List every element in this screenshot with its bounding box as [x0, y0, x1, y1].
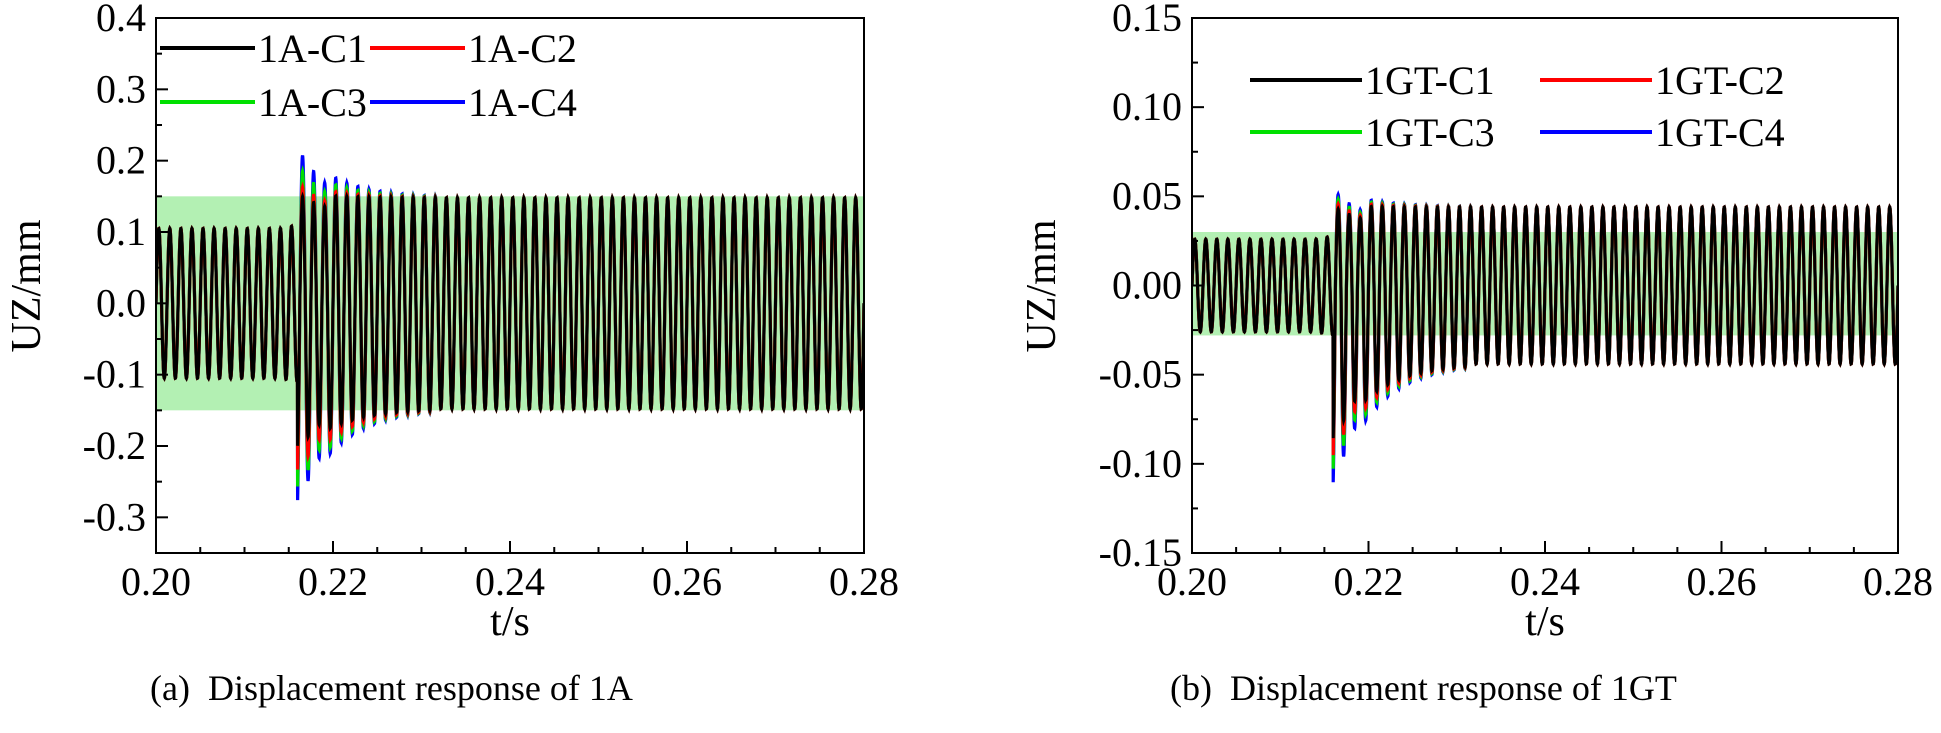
- panel-a: 0.4 0.3 0.2 0.1 0.0 -0.1 -0.2 -0.3 0.20 0.22 0.24…: [4, 0, 899, 708]
- y-axis-title-a: UZ/mm: [4, 219, 50, 352]
- y-tick-label: 0.15: [1112, 0, 1182, 40]
- legend-label: 1A-C1: [258, 26, 367, 71]
- x-tick-label: 0.24: [475, 559, 545, 604]
- y-tick-label: 0.3: [96, 66, 146, 111]
- series-line-1GT-C1: [1192, 202, 1898, 439]
- legend-entry: 1A-C4: [370, 80, 577, 125]
- panel-b: 0.15 0.10 0.05 0.00 -0.05 -0.10 -0.15 0.20 0.22…: [1019, 0, 1933, 708]
- x-tick-label: 0.28: [1863, 559, 1933, 604]
- x-tick-label: 0.20: [1157, 559, 1227, 604]
- legend-label: 1A-C4: [468, 80, 577, 125]
- x-tick-label: 0.24: [1510, 559, 1580, 604]
- y-tick-label: -0.3: [83, 494, 146, 539]
- x-axis-title-a: t/s: [490, 599, 530, 645]
- y-tick-label: 0.2: [96, 138, 146, 183]
- legend-b: 1GT-C1 1GT-C2 1GT-C3 1GT-C4: [1250, 58, 1785, 155]
- y-tick-label: 0.4: [96, 0, 146, 40]
- y-tick-label: -0.1: [83, 352, 146, 397]
- legend-entry: 1A-C1: [160, 26, 367, 71]
- y-tick-label: -0.05: [1099, 352, 1182, 397]
- y-ticks-b: 0.15 0.10 0.05 0.00 -0.05 -0.10 -0.15: [1099, 0, 1204, 575]
- legend-entry: 1GT-C1: [1250, 58, 1495, 103]
- x-ticks-a: 0.20 0.22 0.24 0.26 0.28: [121, 541, 899, 604]
- series-line-1A-C1: [156, 191, 864, 446]
- y-tick-label: 0.0: [96, 280, 146, 325]
- caption-b: (b) Displacement response of 1GT: [1170, 668, 1677, 708]
- x-tick-label: 0.28: [829, 559, 899, 604]
- legend-label: 1GT-C2: [1655, 58, 1785, 103]
- x-tick-label: 0.26: [1687, 559, 1757, 604]
- caption-a: (a) Displacement response of 1A: [150, 668, 633, 708]
- y-tick-label: -0.15: [1099, 530, 1182, 575]
- legend-label: 1A-C2: [468, 26, 577, 71]
- legend-entry: 1GT-C2: [1540, 58, 1785, 103]
- y-tick-label: 0.00: [1112, 263, 1182, 308]
- y-tick-label: 0.10: [1112, 84, 1182, 129]
- legend-entry: 1A-C2: [370, 26, 577, 71]
- x-ticks-b: 0.20 0.22 0.24 0.26 0.28: [1157, 541, 1933, 604]
- y-tick-label: 0.1: [96, 209, 146, 254]
- series-group-b: [1192, 190, 1898, 483]
- legend-entry: 1GT-C3: [1250, 110, 1495, 155]
- x-axis-title-b: t/s: [1525, 599, 1565, 645]
- legend-label: 1GT-C1: [1365, 58, 1495, 103]
- y-tick-label: 0.05: [1112, 173, 1182, 218]
- y-tick-label: -0.10: [1099, 441, 1182, 486]
- legend-label: 1GT-C3: [1365, 110, 1495, 155]
- legend-label: 1GT-C4: [1655, 110, 1785, 155]
- legend-entry: 1GT-C4: [1540, 110, 1785, 155]
- x-tick-label: 0.22: [298, 559, 368, 604]
- legend-a: 1A-C1 1A-C2 1A-C3 1A-C4: [160, 26, 577, 125]
- series-group-a: [156, 155, 864, 501]
- x-tick-label: 0.20: [121, 559, 191, 604]
- x-tick-label: 0.22: [1334, 559, 1404, 604]
- y-tick-label: -0.2: [83, 423, 146, 468]
- y-axis-title-b: UZ/mm: [1019, 219, 1065, 352]
- legend-entry: 1A-C3: [160, 80, 367, 125]
- x-tick-label: 0.26: [652, 559, 722, 604]
- legend-label: 1A-C3: [258, 80, 367, 125]
- y-ticks-a: 0.4 0.3 0.2 0.1 0.0 -0.1 -0.2 -0.3: [83, 0, 168, 539]
